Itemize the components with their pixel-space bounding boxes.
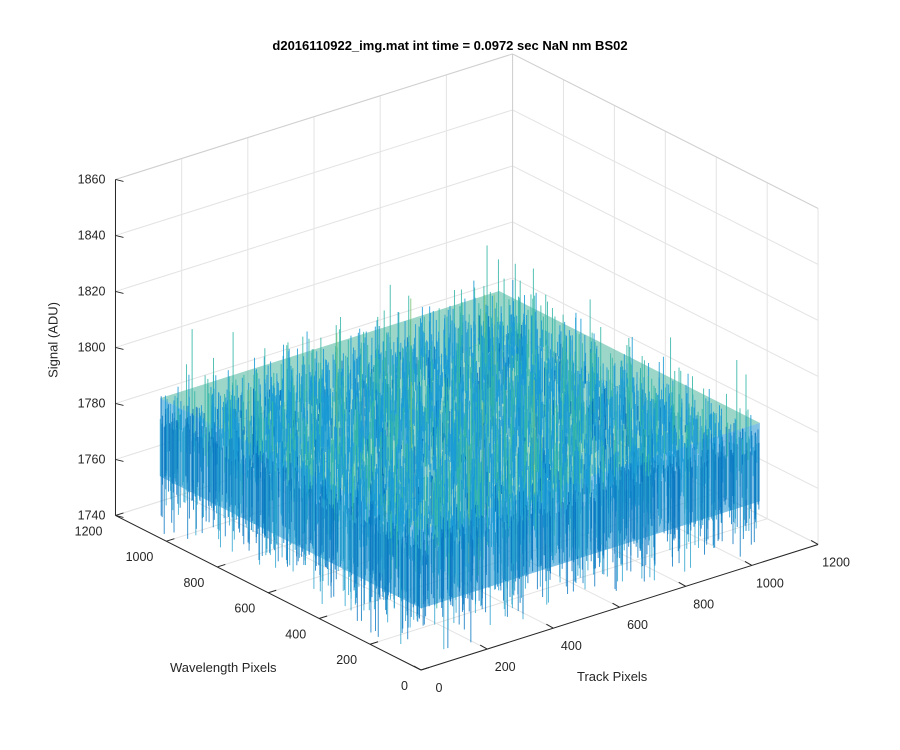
grid-line bbox=[369, 518, 768, 645]
z-axis-label: Signal (ADU) bbox=[45, 302, 61, 378]
y-tick bbox=[217, 563, 226, 568]
x-tick-label: 200 bbox=[495, 660, 516, 674]
y-tick bbox=[268, 589, 277, 594]
box-edge bbox=[115, 53, 513, 180]
y-tick bbox=[369, 641, 379, 645]
x-axis-label: Track Pixels bbox=[577, 669, 648, 684]
y-tick bbox=[166, 538, 175, 542]
y-tick-label: 200 bbox=[336, 653, 357, 667]
x-tick bbox=[612, 602, 620, 608]
x-tick-label: 0 bbox=[436, 681, 443, 695]
z-tick bbox=[115, 458, 124, 462]
z-tick bbox=[115, 402, 124, 406]
z-tick-label: 1800 bbox=[78, 340, 106, 354]
z-tick-label: 1840 bbox=[78, 228, 106, 242]
z-tick-label: 1820 bbox=[78, 284, 106, 298]
z-tick bbox=[115, 346, 124, 350]
x-tick bbox=[479, 644, 488, 650]
x-tick bbox=[744, 560, 753, 566]
y-tick bbox=[319, 615, 328, 619]
x-tick bbox=[546, 623, 554, 629]
x-tick-label: 400 bbox=[561, 639, 582, 653]
y-tick-label: 400 bbox=[285, 627, 306, 641]
z-tick-label: 1860 bbox=[78, 172, 106, 186]
y-tick-label: 600 bbox=[234, 602, 255, 616]
y-tick-label: 1200 bbox=[75, 524, 103, 538]
y-tick-label: 800 bbox=[183, 576, 204, 590]
z-tick-label: 1740 bbox=[78, 508, 106, 522]
z-tick bbox=[115, 234, 124, 238]
y-tick bbox=[115, 512, 124, 516]
chart-title: d2016110922_img.mat int time = 0.0972 se… bbox=[272, 38, 628, 53]
y-tick bbox=[420, 667, 430, 671]
z-tick-label: 1780 bbox=[78, 396, 106, 410]
z-tick bbox=[115, 514, 124, 518]
box-edge bbox=[512, 53, 819, 209]
z-tick bbox=[115, 178, 124, 182]
x-tick-label: 1000 bbox=[756, 576, 784, 590]
x-tick-label: 600 bbox=[627, 618, 648, 632]
z-tick-label: 1760 bbox=[78, 452, 106, 466]
x-tick bbox=[810, 540, 819, 545]
y-axis-label: Wavelength Pixels bbox=[170, 660, 277, 675]
z-tick bbox=[115, 290, 124, 294]
x-tick-label: 1200 bbox=[822, 555, 850, 569]
x-tick bbox=[413, 665, 422, 671]
y-tick-label: 0 bbox=[401, 679, 408, 693]
y-tick-label: 1000 bbox=[126, 550, 154, 564]
x-tick-label: 800 bbox=[693, 597, 714, 611]
x-tick bbox=[678, 581, 686, 587]
